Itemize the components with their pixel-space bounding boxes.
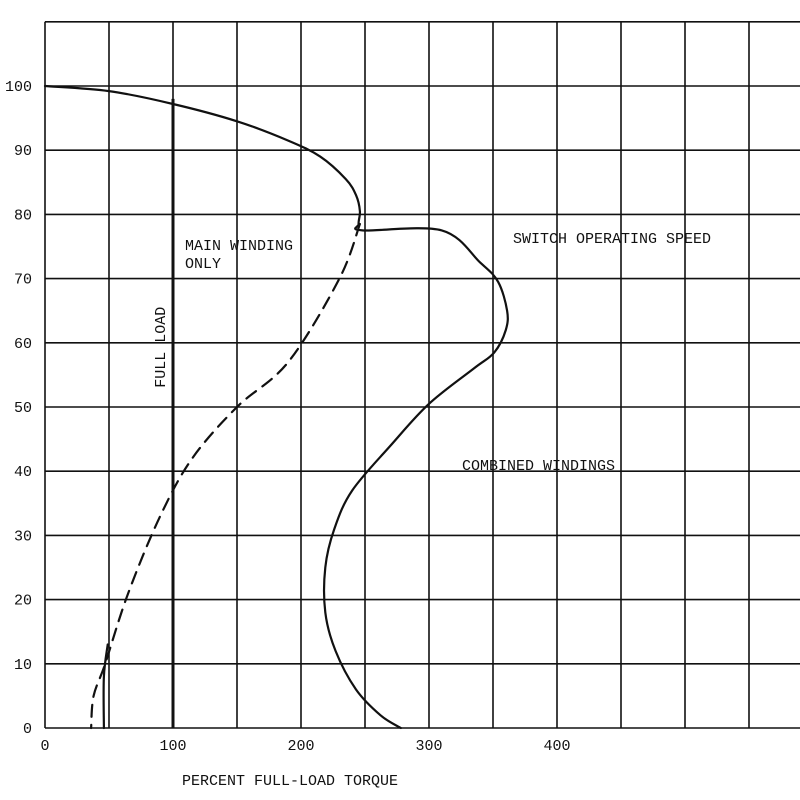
y-tick-label: 40 xyxy=(14,464,32,481)
combined-windings-label: COMBINED WINDINGS xyxy=(462,458,615,475)
chart-series xyxy=(43,84,509,730)
x-tick-label: 200 xyxy=(287,738,314,755)
y-tick-label: 60 xyxy=(14,336,32,353)
x-tick-label: 100 xyxy=(159,738,186,755)
x-tick-label: 400 xyxy=(543,738,570,755)
main-winding-label-line1: MAIN WINDING xyxy=(185,238,293,255)
full-load-label: FULL LOAD xyxy=(153,307,170,388)
y-tick-label: 0 xyxy=(23,721,32,738)
y-tick-label: 30 xyxy=(14,528,32,545)
main-winding-label-line2: ONLY xyxy=(185,256,221,273)
y-tick-label: 80 xyxy=(14,207,32,224)
y-tick-label: 90 xyxy=(14,143,32,160)
y-tick-label: 70 xyxy=(14,272,32,289)
y-tick-label: 10 xyxy=(14,657,32,674)
full-load-line-group: FULL LOAD xyxy=(153,98,175,728)
x-axis-label: PERCENT FULL-LOAD TORQUE xyxy=(182,773,398,790)
chart-grid xyxy=(44,20,800,729)
switch-operating-speed-label: SWITCH OPERATING SPEED xyxy=(513,231,711,248)
x-tick-label: 300 xyxy=(415,738,442,755)
y-tick-labels: 0 10 20 30 40 50 60 70 80 90 100 xyxy=(5,79,32,738)
main-winding-dashed-curve xyxy=(90,222,361,730)
x-tick-labels: 0 100 200 300 400 xyxy=(40,738,570,755)
combined-and-main-winding-curve xyxy=(43,84,509,730)
y-tick-label: 20 xyxy=(14,593,32,610)
y-tick-label: 50 xyxy=(14,400,32,417)
low-speed-curve-segment xyxy=(102,643,109,730)
y-tick-label: 100 xyxy=(5,79,32,96)
x-tick-label: 0 xyxy=(40,738,49,755)
